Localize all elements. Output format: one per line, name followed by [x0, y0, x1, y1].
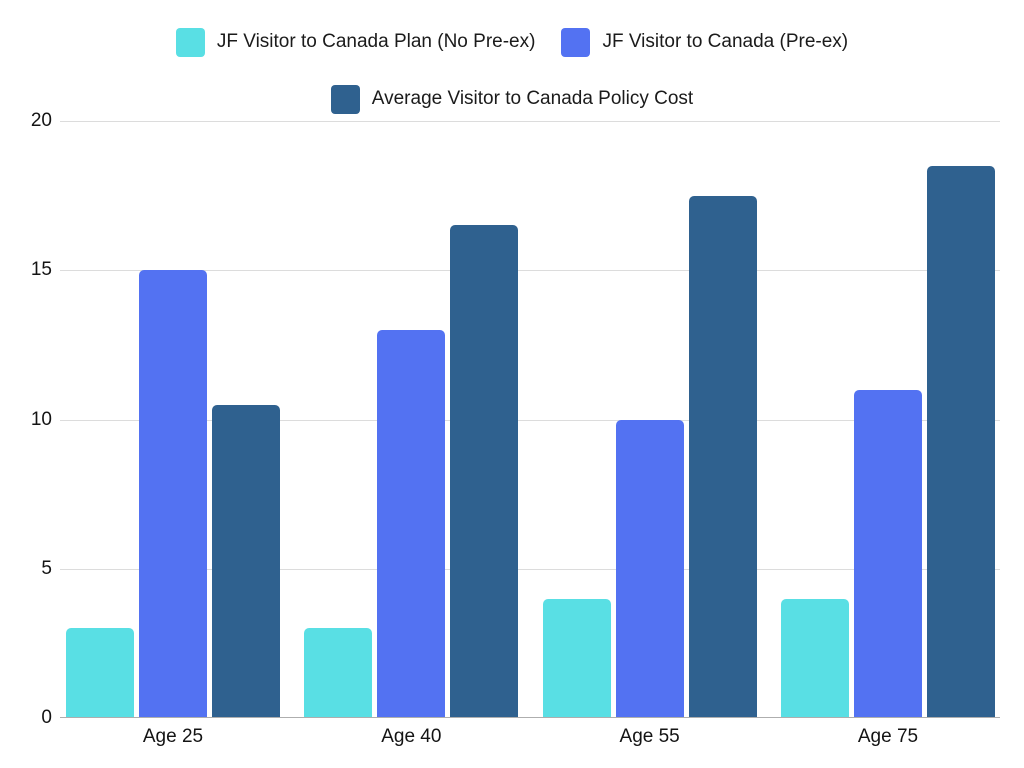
bar-average-visitor-to-canada-policy-cost-age-55: [688, 195, 757, 718]
bar-jf-visitor-to-canada-plan-no-pre-ex-age-55: [542, 598, 611, 718]
bar-groups: [60, 121, 1000, 718]
plot-area: [60, 121, 1000, 718]
bar-group-age-55: [542, 121, 757, 718]
bar-average-visitor-to-canada-policy-cost-age-25: [212, 404, 280, 718]
legend-label-jf-preex: JF Visitor to Canada (Pre-ex): [602, 31, 849, 53]
bar-jf-visitor-to-canada-pre-ex-age-75: [853, 389, 922, 718]
bar-group-age-25: [66, 121, 280, 718]
legend-swatch-jf-no-preex: [175, 28, 205, 57]
x-axis-line: [60, 717, 1000, 718]
y-tick-label-0: 0: [41, 707, 52, 728]
x-label-age-25: Age 25: [142, 726, 204, 747]
y-tick-label-10: 10: [30, 408, 52, 430]
legend-item-jf-preex: JF Visitor to Canada (Pre-ex): [561, 28, 848, 57]
bar-average-visitor-to-canada-policy-cost-age-75: [926, 165, 995, 718]
y-tick-label-15: 15: [30, 259, 52, 281]
x-label-age-40: Age 40: [381, 726, 442, 747]
bar-jf-visitor-to-canada-pre-ex-age-40: [377, 329, 446, 718]
legend-swatch-average-policy-cost: [330, 85, 360, 114]
gridline-20: [60, 121, 1000, 122]
x-label-age-75: Age 75: [857, 726, 919, 747]
y-tick-label-20: 20: [30, 110, 52, 131]
bar-group-age-75: [780, 121, 995, 718]
gridline-15: [60, 270, 1000, 272]
y-axis-tick-labels: 0 5 10 15 20: [0, 110, 52, 728]
bar-jf-visitor-to-canada-pre-ex-age-25: [139, 270, 207, 718]
bar-jf-visitor-to-canada-plan-no-pre-ex-age-40: [304, 628, 373, 718]
bar-jf-visitor-to-canada-pre-ex-age-55: [615, 419, 684, 718]
bar-average-visitor-to-canada-policy-cost-age-40: [450, 225, 519, 718]
legend-label-jf-no-preex: JF Visitor to Canada Plan (No Pre-ex): [216, 31, 536, 53]
gridline-10: [60, 419, 1000, 421]
x-axis-category-labels: Age 25 Age 40 Age 55 Age 75: [60, 726, 1000, 748]
bar-group-age-40: [304, 121, 519, 718]
y-tick-label-5: 5: [41, 557, 52, 579]
chart-legend: JF Visitor to Canada Plan (No Pre-ex) JF…: [0, 28, 1024, 142]
legend-swatch-jf-preex: [561, 28, 591, 57]
legend-label-average-policy-cost: Average Visitor to Canada Policy Cost: [371, 88, 694, 110]
legend-item-average-policy-cost: Average Visitor to Canada Policy Cost: [330, 85, 694, 114]
bar-jf-visitor-to-canada-plan-no-pre-ex-age-75: [780, 598, 849, 718]
bar-jf-visitor-to-canada-plan-no-pre-ex-age-25: [66, 628, 134, 718]
x-label-age-55: Age 55: [619, 726, 680, 747]
legend-item-jf-no-preex: JF Visitor to Canada Plan (No Pre-ex): [175, 28, 536, 57]
legend-row-2: Average Visitor to Canada Policy Cost: [0, 85, 1024, 114]
legend-row-1: JF Visitor to Canada Plan (No Pre-ex) JF…: [0, 28, 1024, 57]
gridline-5: [60, 568, 1000, 570]
